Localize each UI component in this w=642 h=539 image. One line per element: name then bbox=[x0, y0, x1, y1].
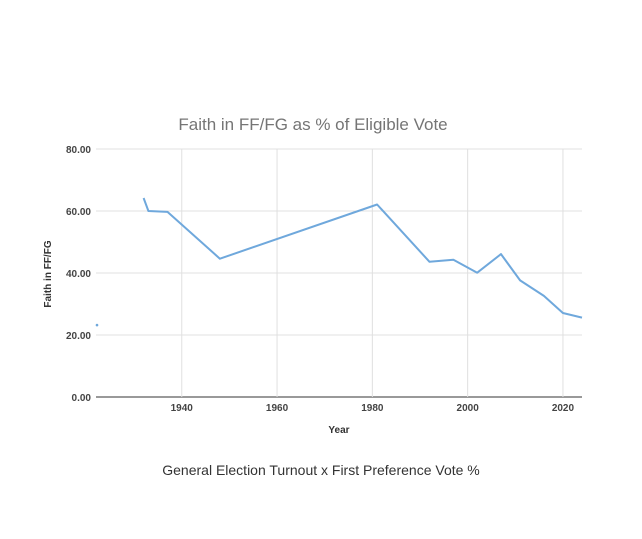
data-point bbox=[95, 323, 99, 327]
y-tick-label: 60.00 bbox=[66, 207, 91, 218]
y-tick-label: 80.00 bbox=[66, 145, 91, 156]
x-axis-ticks: 1940 1960 1980 2000 2020 bbox=[171, 403, 575, 414]
y-axis-label: Faith in FF/FG bbox=[43, 240, 54, 307]
chart-gridlines bbox=[96, 148, 582, 398]
chart-title: Faith in FF/FG as % of Eligible Vote bbox=[178, 115, 447, 134]
x-tick-label: 1940 bbox=[171, 403, 194, 414]
y-axis-ticks: 0.00 20.00 40.00 60.00 80.00 bbox=[66, 145, 91, 404]
y-tick-label: 40.00 bbox=[66, 269, 91, 280]
y-tick-label: 0.00 bbox=[72, 393, 92, 404]
x-tick-label: 2000 bbox=[457, 403, 480, 414]
x-axis-label: Year bbox=[328, 425, 349, 436]
series-line bbox=[142, 197, 583, 319]
x-tick-label: 1960 bbox=[266, 403, 289, 414]
y-tick-label: 20.00 bbox=[66, 331, 91, 342]
series-group bbox=[95, 197, 583, 327]
chart-caption: General Election Turnout x First Prefere… bbox=[162, 462, 480, 478]
x-tick-label: 1980 bbox=[361, 403, 384, 414]
x-tick-label: 2020 bbox=[552, 403, 575, 414]
